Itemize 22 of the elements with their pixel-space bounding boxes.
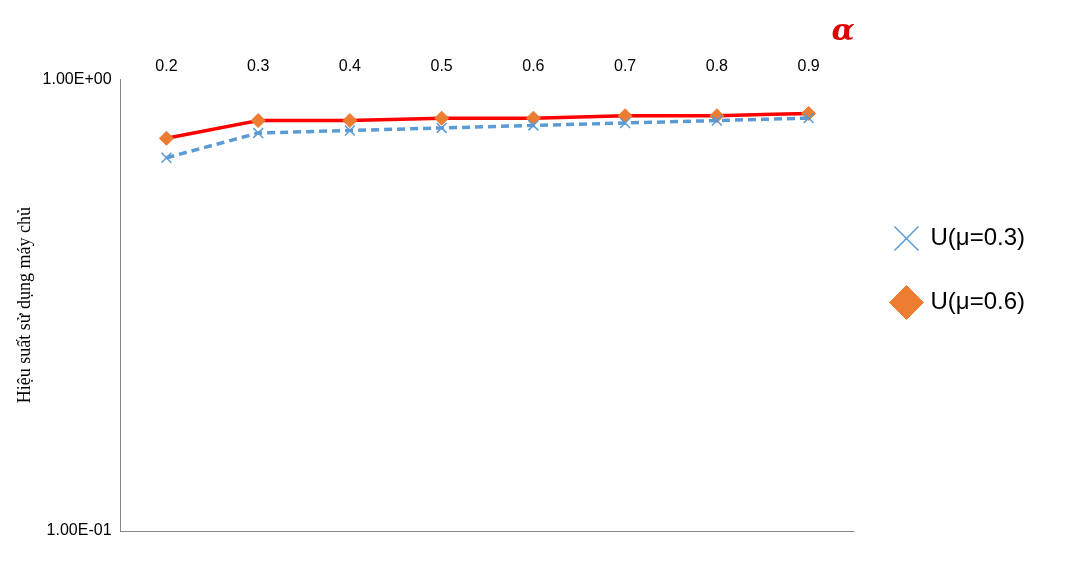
point bbox=[252, 127, 264, 139]
x-axis-title: α bbox=[831, 11, 855, 47]
point bbox=[344, 124, 356, 137]
x-tick-label: 0.3 bbox=[247, 57, 270, 75]
legend-label: U(μ=0.3) bbox=[930, 223, 1026, 251]
point bbox=[619, 117, 631, 129]
y-tick-label: 1.00E-01 bbox=[46, 521, 112, 539]
point bbox=[802, 112, 815, 124]
point bbox=[711, 114, 723, 127]
x-tick-label: 0.8 bbox=[705, 57, 729, 75]
y-axis-title: Hiệu suất sử dụng máy chủ bbox=[13, 206, 34, 404]
x-tick-label: 0.4 bbox=[338, 57, 362, 75]
point bbox=[160, 152, 173, 164]
x-tick-label: 0.2 bbox=[155, 57, 178, 75]
y-tick-label: 1.00E+00 bbox=[42, 69, 112, 87]
x-tick-label: 0.9 bbox=[797, 57, 820, 75]
legend-label: U(μ=0.6) bbox=[930, 287, 1026, 315]
x-tick-label: 0.6 bbox=[522, 57, 545, 75]
x-tick-label: 0.5 bbox=[430, 57, 453, 75]
point bbox=[435, 122, 448, 134]
point bbox=[527, 119, 540, 132]
x-tick-label: 0.7 bbox=[614, 57, 637, 75]
